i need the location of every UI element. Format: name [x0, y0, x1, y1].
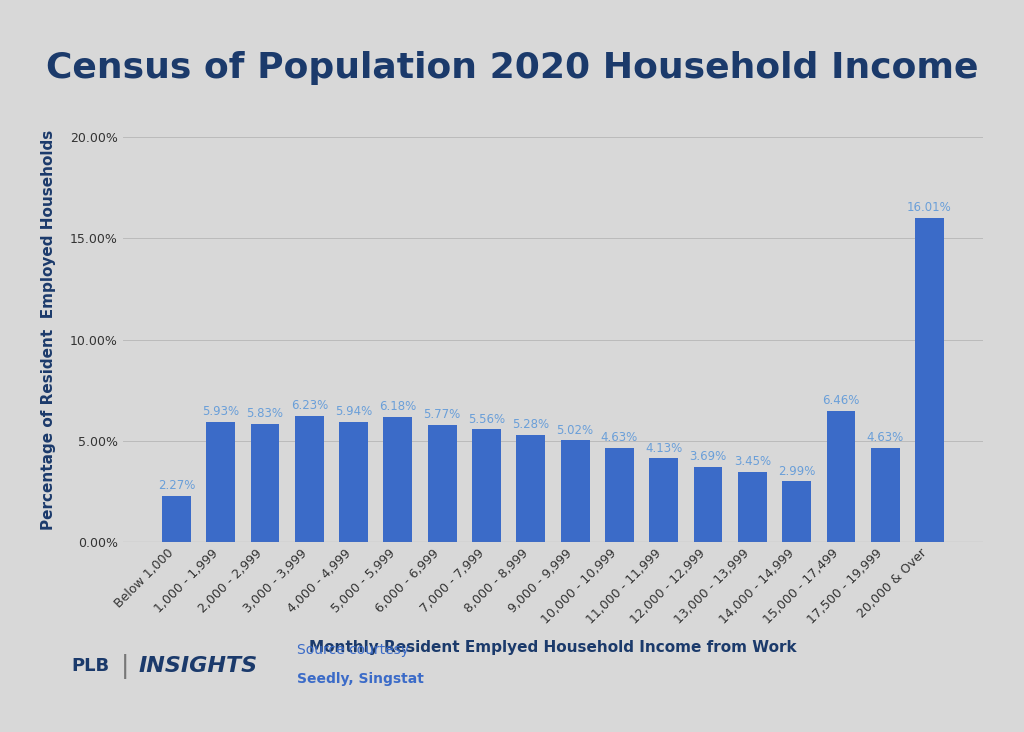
Bar	[915, 218, 944, 542]
Text: 2.27%: 2.27%	[158, 479, 195, 492]
Text: Source courtesy: Source courtesy	[297, 643, 409, 657]
Text: 6.46%: 6.46%	[822, 395, 859, 408]
Text: 4.63%: 4.63%	[866, 431, 904, 444]
Text: Seedly, Singstat: Seedly, Singstat	[297, 672, 424, 687]
Bar	[339, 422, 368, 542]
Bar	[561, 440, 590, 542]
Bar	[870, 448, 900, 542]
Bar	[826, 411, 855, 542]
Bar	[649, 458, 678, 542]
Bar	[516, 435, 545, 542]
Bar	[782, 481, 811, 542]
Text: Census of Population 2020 Household Income: Census of Population 2020 Household Inco…	[46, 51, 978, 85]
Bar	[472, 429, 501, 542]
Text: 5.28%: 5.28%	[512, 418, 549, 431]
Bar	[605, 448, 634, 542]
Text: 5.02%: 5.02%	[557, 424, 594, 436]
Text: INSIGHTS: INSIGHTS	[138, 656, 257, 676]
Bar	[162, 496, 190, 542]
Text: PLB: PLB	[72, 657, 110, 675]
Text: 4.63%: 4.63%	[601, 431, 638, 444]
Text: 16.01%: 16.01%	[907, 201, 952, 214]
Y-axis label: Percentage of Resident  Employed Households: Percentage of Resident Employed Househol…	[41, 130, 56, 529]
Text: 3.45%: 3.45%	[734, 455, 771, 468]
Text: 5.93%: 5.93%	[202, 405, 240, 418]
Text: 5.77%: 5.77%	[424, 408, 461, 422]
Bar	[251, 424, 280, 542]
Bar	[738, 472, 767, 542]
Bar	[206, 422, 236, 542]
Bar	[428, 425, 457, 542]
Text: 6.23%: 6.23%	[291, 399, 328, 412]
Text: 5.56%: 5.56%	[468, 413, 505, 425]
Text: |: |	[121, 654, 129, 679]
Text: 5.83%: 5.83%	[247, 407, 284, 420]
Text: 2.99%: 2.99%	[778, 465, 815, 477]
X-axis label: Monthly Resident Emplyed Household Income from Work: Monthly Resident Emplyed Household Incom…	[309, 640, 797, 655]
Text: 3.69%: 3.69%	[689, 450, 727, 463]
Bar	[693, 467, 722, 542]
Text: 6.18%: 6.18%	[379, 400, 417, 413]
Bar	[384, 417, 413, 542]
Text: 4.13%: 4.13%	[645, 441, 682, 455]
Text: 5.94%: 5.94%	[335, 405, 372, 418]
Bar	[295, 416, 324, 542]
